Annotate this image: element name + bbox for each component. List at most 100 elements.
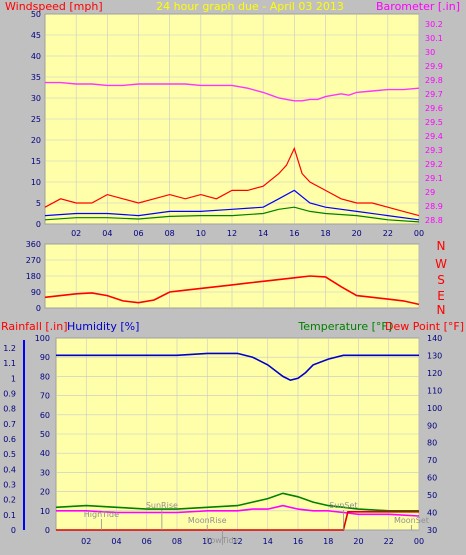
windspeed-tick-label: 25 xyxy=(31,115,41,124)
direction-label-w: W xyxy=(435,257,447,271)
barometer-tick-label: 29.9 xyxy=(425,62,443,71)
temperature-tick-label: 130 xyxy=(427,351,442,360)
humidity-temperature-series xyxy=(55,352,420,531)
time-tick-label: 14 xyxy=(258,229,268,238)
windspeed-tick-label: 5 xyxy=(36,199,41,208)
direction-tick-label: 360 xyxy=(26,240,41,249)
barometer-tick-label: 29 xyxy=(425,188,435,197)
humidity-tick-label: 50 xyxy=(40,430,50,439)
average-speed-line xyxy=(44,189,420,221)
barometer-tick-label: 30 xyxy=(425,48,435,57)
barometer-tick-label: 30.1 xyxy=(425,34,443,43)
direction-label-s: S xyxy=(437,273,445,287)
rainfall-tick-label: 1.1 xyxy=(3,359,16,368)
rainfall-tick-label: 0.7 xyxy=(3,420,16,429)
temperature-tick-labels: 30 40 50 60 70 80 90 100 110 120 130 140 xyxy=(427,334,442,535)
temperature-tick-label: 60 xyxy=(427,474,437,483)
lull-line xyxy=(44,206,420,223)
astro-annotation-label: MoonSet xyxy=(394,516,429,525)
windspeed-tick-label: 20 xyxy=(31,136,41,145)
humidity-panel-time-labels: 02 04 06 08 10 12 14 16 18 20 22 00 xyxy=(81,537,424,546)
wind-direction-series xyxy=(44,275,420,306)
barometer-tick-label: 29.6 xyxy=(425,104,443,113)
windspeed-tick-labels: 0 5 10 15 20 25 30 35 40 45 50 xyxy=(31,10,41,229)
direction-tick-label: 0 xyxy=(36,304,41,313)
time-tick-label: 12 xyxy=(232,537,242,546)
temperature-tick-label: 100 xyxy=(427,404,442,413)
rainfall-tick-label: 0.3 xyxy=(3,481,16,490)
windspeed-tick-label: 15 xyxy=(31,157,41,166)
windspeed-tick-label: 35 xyxy=(31,73,41,82)
temperature-tick-label: 50 xyxy=(427,491,437,500)
windspeed-tick-label: 40 xyxy=(31,52,41,61)
time-tick-label: 02 xyxy=(81,537,91,546)
windspeed-tick-label: 10 xyxy=(31,178,41,187)
wind-direction-line xyxy=(44,275,420,306)
astro-annotation-label: HighTide xyxy=(84,510,119,519)
time-tick-label: 08 xyxy=(172,537,182,546)
time-tick-label: 12 xyxy=(227,229,237,238)
time-tick-label: 10 xyxy=(196,229,206,238)
time-tick-label: 20 xyxy=(352,229,362,238)
time-tick-label: 14 xyxy=(263,537,273,546)
dewpoint-axis-label: Dew Point [°F] xyxy=(385,320,464,333)
rainfall-tick-label: 0.9 xyxy=(3,390,16,399)
barometer-axis-label: Barometer [.in] xyxy=(376,0,460,13)
rainfall-tick-label: 0 xyxy=(11,526,16,535)
humidity-tick-label: 90 xyxy=(40,353,50,362)
temperature-tick-label: 30 xyxy=(427,526,437,535)
humidity-tick-label: 70 xyxy=(40,392,50,401)
rainfall-tick-labels: 0 0.1 0.2 0.3 0.4 0.5 0.6 0.7 0.8 0.9 1 1.1 1.2 xyxy=(3,344,16,535)
time-tick-label: 02 xyxy=(71,229,81,238)
barometer-tick-labels: 28.8 28.9 29 29.1 29.2 29.3 29.4 29.5 29.6 29.7 29… xyxy=(425,20,443,225)
temperature-line xyxy=(55,492,419,512)
time-tick-label: 04 xyxy=(111,537,121,546)
rainfall-tick-label: 1 xyxy=(11,374,16,383)
humidity-axis-label: Humidity [%] xyxy=(67,320,139,333)
temperature-tick-label: 70 xyxy=(427,456,437,465)
time-tick-label: 08 xyxy=(165,229,175,238)
barometer-tick-label: 29.5 xyxy=(425,118,443,127)
barometer-tick-label: 29.2 xyxy=(425,160,443,169)
direction-tick-labels: 0 90 180 270 360 xyxy=(26,240,41,313)
rainfall-tick-label: 0.6 xyxy=(3,435,16,444)
time-tick-label: 16 xyxy=(293,537,303,546)
temperature-tick-label: 110 xyxy=(427,386,442,395)
humidity-line xyxy=(56,352,419,382)
barometer-tick-label: 28.8 xyxy=(425,216,443,225)
rainfall-tick-label: 0.8 xyxy=(3,405,16,414)
rainfall-tick-label: 0.4 xyxy=(3,465,16,474)
time-tick-label: 04 xyxy=(102,229,112,238)
astro-annotations: HighTide SunRise MoonRise LowTide SunSet Moon… xyxy=(84,501,429,545)
humidity-tick-label: 40 xyxy=(40,449,50,458)
barometer-tick-label: 30.2 xyxy=(425,20,443,29)
windspeed-axis-label: Windspeed [mph] xyxy=(5,0,103,13)
direction-label-n-bottom: N xyxy=(437,303,446,317)
direction-tick-label: 90 xyxy=(31,288,41,297)
windspeed-tick-label: 45 xyxy=(31,31,41,40)
humidity-tick-label: 60 xyxy=(40,411,50,420)
temperature-tick-label: 90 xyxy=(427,421,437,430)
rainfall-tick-label: 0.1 xyxy=(3,511,16,520)
astro-annotation-label: MoonRise xyxy=(188,516,227,525)
direction-label-n-top: N xyxy=(437,239,446,253)
humidity-tick-label: 30 xyxy=(40,468,50,477)
rainfall-tick-label: 0.5 xyxy=(3,450,16,459)
time-tick-label: 22 xyxy=(383,229,393,238)
astro-annotation-label: SunRise xyxy=(146,501,178,510)
rainfall-tick-label: 0.2 xyxy=(3,496,16,505)
time-tick-label: 10 xyxy=(202,537,212,546)
windspeed-tick-label: 50 xyxy=(31,10,41,19)
humidity-tick-label: 0 xyxy=(45,526,50,535)
humidity-tick-label: 20 xyxy=(40,488,50,497)
temperature-tick-label: 80 xyxy=(427,439,437,448)
time-tick-label: 20 xyxy=(353,537,363,546)
temperature-axis-label: Temperature [°F] xyxy=(297,320,392,333)
humidity-tick-label: 80 xyxy=(40,372,50,381)
direction-tick-label: 270 xyxy=(26,256,41,265)
barometer-tick-label: 29.3 xyxy=(425,146,443,155)
time-tick-label: 22 xyxy=(384,537,394,546)
astro-annotation-label: SunSet xyxy=(329,501,357,510)
direction-label-e: E xyxy=(437,289,445,303)
